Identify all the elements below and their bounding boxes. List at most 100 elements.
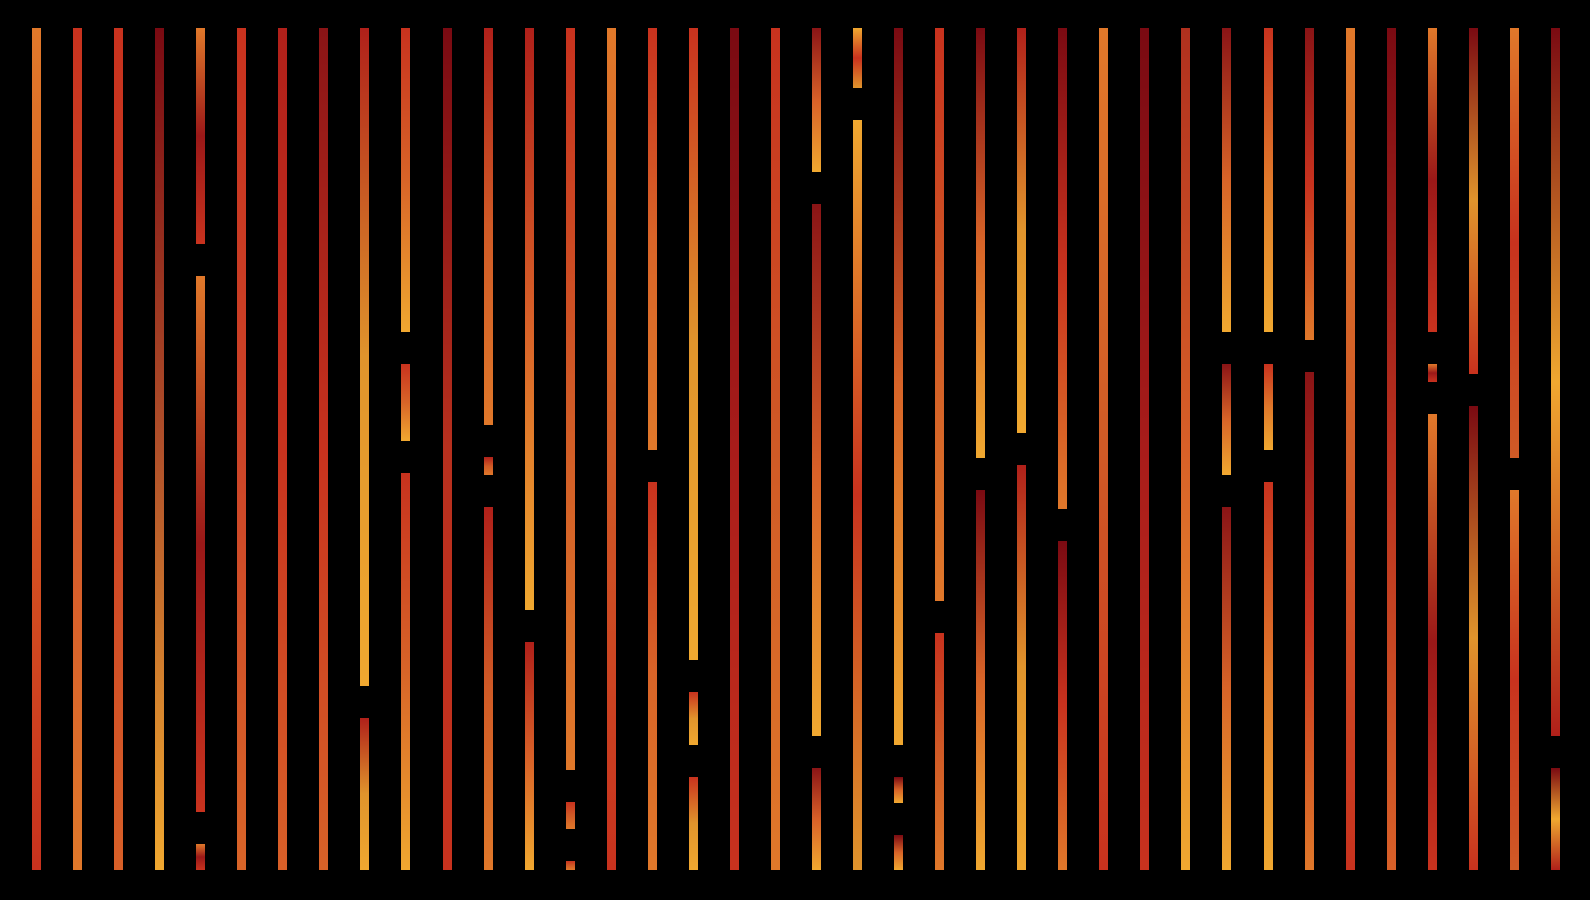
bar-segment [1510, 28, 1519, 459]
bar-segment [1264, 481, 1273, 870]
vertical-bar-15 [607, 0, 616, 900]
bar-segment [1551, 28, 1560, 737]
bar-segment [401, 28, 410, 332]
bar-segment [853, 119, 862, 870]
vertical-bar-20 [812, 0, 821, 900]
bar-segment [1387, 28, 1396, 870]
bar-segment [1469, 406, 1478, 870]
bar-segment [155, 28, 164, 870]
bar-segment [237, 28, 246, 870]
vertical-bar-34 [1387, 0, 1396, 900]
bar-segment [566, 28, 575, 770]
vertical-bar-2 [73, 0, 82, 900]
bar-segment [525, 641, 534, 870]
bar-segment [894, 835, 903, 870]
bar-segment [648, 481, 657, 870]
vertical-bar-18 [730, 0, 739, 900]
bar-segment [976, 28, 985, 459]
bar-segment [1551, 768, 1560, 870]
vertical-bar-37 [1510, 0, 1519, 900]
bar-segment [1140, 28, 1149, 870]
bar-segment [484, 28, 493, 425]
bar-segment [689, 28, 698, 661]
vertical-bar-32 [1305, 0, 1314, 900]
bar-segment [689, 692, 698, 745]
vertical-bar-28 [1140, 0, 1149, 900]
bar-segment [894, 776, 903, 804]
vertical-bar-19 [771, 0, 780, 900]
bar-segment [648, 28, 657, 450]
bar-segment [196, 28, 205, 244]
vertical-bar-4 [155, 0, 164, 900]
vertical-bar-23 [935, 0, 944, 900]
vertical-bar-31 [1264, 0, 1273, 900]
vertical-bar-10 [401, 0, 410, 900]
vertical-bar-38 [1551, 0, 1560, 900]
bar-segment [607, 28, 616, 870]
bar-segment [1428, 414, 1437, 870]
bar-segment [1017, 28, 1026, 433]
vertical-bar-1 [32, 0, 41, 900]
bar-segment [976, 490, 985, 870]
bar-segment [360, 717, 369, 870]
bar-segment [484, 507, 493, 870]
bar-segment [1428, 28, 1437, 332]
bar-segment [566, 801, 575, 829]
bar-segment [32, 28, 41, 870]
bar-segment [853, 28, 862, 88]
vertical-bar-8 [319, 0, 328, 900]
bar-segment [1428, 363, 1437, 383]
bar-segment [812, 768, 821, 870]
vertical-bar-27 [1099, 0, 1108, 900]
vertical-bar-5 [196, 0, 205, 900]
bar-segment [1017, 465, 1026, 870]
vertical-bar-30 [1222, 0, 1231, 900]
bar-segment [196, 275, 205, 812]
bar-segment [1099, 28, 1108, 870]
bar-segment [689, 776, 698, 870]
bar-segment [114, 28, 123, 870]
bar-segment [1181, 28, 1190, 870]
vertical-bar-16 [648, 0, 657, 900]
bar-segment [443, 28, 452, 870]
bar-segment [1305, 372, 1314, 870]
bar-segment [401, 473, 410, 870]
bar-segment [278, 28, 287, 870]
bar-segment [1222, 363, 1231, 476]
bar-segment [1305, 28, 1314, 341]
bar-segment [1222, 28, 1231, 332]
vertical-bar-9 [360, 0, 369, 900]
vertical-bar-13 [525, 0, 534, 900]
bar-segment [1058, 28, 1067, 509]
vertical-bar-22 [894, 0, 903, 900]
bar-segment [1469, 28, 1478, 375]
vertical-bar-14 [566, 0, 575, 900]
bar-segment [1264, 28, 1273, 332]
bar-segment [935, 633, 944, 870]
vertical-bar-29 [1181, 0, 1190, 900]
bar-segment [771, 28, 780, 870]
vertical-bar-6 [237, 0, 246, 900]
bar-segment [360, 28, 369, 686]
vertical-bar-21 [853, 0, 862, 900]
bar-segment [1346, 28, 1355, 870]
bar-segment [196, 843, 205, 870]
vertical-bar-12 [484, 0, 493, 900]
bar-segment [484, 456, 493, 476]
vertical-bar-7 [278, 0, 287, 900]
bar-segment [935, 28, 944, 602]
bar-segment [730, 28, 739, 870]
bar-segment [73, 28, 82, 870]
vertical-bar-17 [689, 0, 698, 900]
vertical-bar-11 [443, 0, 452, 900]
bar-segment [566, 860, 575, 870]
vertical-bar-35 [1428, 0, 1437, 900]
bar-segment [1058, 540, 1067, 870]
bar-segment [525, 28, 534, 610]
vertical-bar-3 [114, 0, 123, 900]
vertical-bar-26 [1058, 0, 1067, 900]
bar-segment [1264, 363, 1273, 450]
bar-segment [1222, 507, 1231, 870]
bar-segment [812, 28, 821, 172]
